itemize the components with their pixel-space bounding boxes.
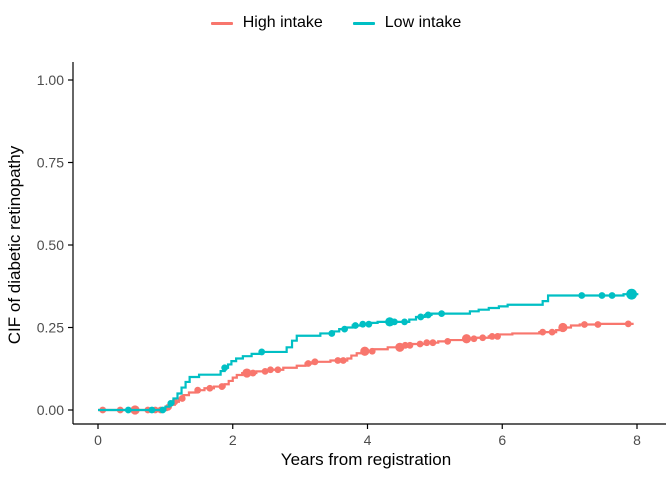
series-curves bbox=[98, 288, 639, 415]
axes: 0.00 0.25 0.50 0.75 1.00 0 2 4 6 8 bbox=[37, 62, 666, 448]
censor-mark-high-intake bbox=[594, 321, 602, 328]
censor-mark-high-intake bbox=[488, 333, 496, 340]
censor-mark-high-intake bbox=[274, 366, 282, 374]
x-tick-label: 0 bbox=[94, 432, 102, 448]
censor-mark-high-intake bbox=[416, 340, 424, 348]
censor-mark-low-intake bbox=[359, 320, 367, 328]
censor-mark-high-intake bbox=[311, 358, 319, 366]
censor-mark-low-intake bbox=[159, 406, 167, 414]
y-tick-label: 1.00 bbox=[37, 72, 64, 88]
censor-mark-high-intake bbox=[334, 357, 342, 364]
legend-key-low-intake-icon bbox=[352, 21, 375, 25]
x-tick-label: 8 bbox=[633, 432, 641, 448]
y-tick-label: 0.75 bbox=[37, 155, 64, 171]
y-tick-label: 0.00 bbox=[37, 402, 64, 418]
censor-mark-high-intake bbox=[267, 366, 274, 374]
censor-mark-high-intake bbox=[242, 368, 252, 378]
censor-mark-high-intake bbox=[539, 328, 547, 336]
legend: High intake Low intake bbox=[0, 15, 672, 31]
censor-mark-low-intake bbox=[401, 318, 408, 326]
censor-mark-high-intake bbox=[360, 346, 370, 356]
censor-mark-low-intake bbox=[578, 292, 586, 299]
y-axis-title: CIF of diabetic retinopathy bbox=[5, 145, 24, 344]
y-tick-label: 0.25 bbox=[37, 320, 64, 336]
censor-mark-high-intake bbox=[406, 341, 414, 349]
censor-mark-low-intake bbox=[221, 364, 229, 372]
censor-mark-low-intake bbox=[351, 322, 359, 329]
censor-mark-low-intake bbox=[341, 325, 348, 333]
censor-mark-high-intake bbox=[444, 337, 452, 345]
legend-item-low-intake: Low intake bbox=[352, 14, 462, 31]
censor-mark-high-intake bbox=[624, 320, 632, 328]
censor-mark-high-intake bbox=[470, 335, 478, 343]
censor-mark-high-intake bbox=[368, 347, 376, 355]
censor-mark-high-intake bbox=[178, 395, 186, 402]
legend-label-high-intake: High intake bbox=[242, 14, 323, 31]
x-axis-title: Years from registration bbox=[281, 450, 451, 469]
censor-mark-low-intake bbox=[626, 288, 638, 300]
censor-mark-high-intake bbox=[558, 322, 568, 333]
censor-mark-high-intake bbox=[249, 369, 257, 377]
censor-mark-low-intake bbox=[167, 400, 175, 407]
x-tick-label: 4 bbox=[364, 432, 372, 448]
censor-mark-low-intake bbox=[598, 292, 606, 299]
censor-mark-high-intake bbox=[423, 339, 431, 347]
censor-mark-low-intake bbox=[417, 313, 425, 321]
censor-mark-high-intake bbox=[581, 321, 588, 328]
censor-mark-high-intake bbox=[218, 383, 226, 390]
censor-mark-high-intake bbox=[304, 360, 312, 367]
legend-key-high-intake-icon bbox=[210, 21, 233, 25]
censor-mark-high-intake bbox=[548, 328, 556, 336]
censor-mark-high-intake bbox=[339, 357, 347, 364]
censor-mark-high-intake bbox=[461, 334, 472, 344]
censor-mark-low-intake bbox=[608, 292, 616, 299]
x-tick-label: 6 bbox=[498, 432, 506, 448]
censor-mark-low-intake bbox=[424, 311, 432, 319]
censor-mark-low-intake bbox=[391, 318, 398, 326]
censor-mark-low-intake bbox=[124, 406, 132, 414]
censor-mark-low-intake bbox=[328, 330, 336, 337]
censor-mark-high-intake bbox=[479, 334, 487, 342]
censor-mark-high-intake bbox=[261, 367, 269, 375]
censor-mark-high-intake bbox=[401, 341, 409, 349]
censor-mark-low-intake bbox=[365, 320, 373, 328]
censor-mark-high-intake bbox=[194, 386, 202, 394]
y-tick-label: 0.50 bbox=[37, 237, 64, 253]
censor-mark-high-intake bbox=[494, 333, 501, 340]
legend-item-high-intake: High intake bbox=[210, 14, 323, 31]
censor-mark-high-intake bbox=[429, 339, 437, 347]
series-low-intake-line bbox=[98, 293, 639, 412]
censor-mark-low-intake bbox=[258, 348, 266, 356]
censor-mark-high-intake bbox=[206, 384, 214, 392]
censor-mark-low-intake bbox=[148, 406, 156, 414]
legend-label-low-intake: Low intake bbox=[384, 14, 462, 31]
censor-mark-low-intake bbox=[438, 310, 446, 318]
x-tick-label: 2 bbox=[229, 432, 237, 448]
